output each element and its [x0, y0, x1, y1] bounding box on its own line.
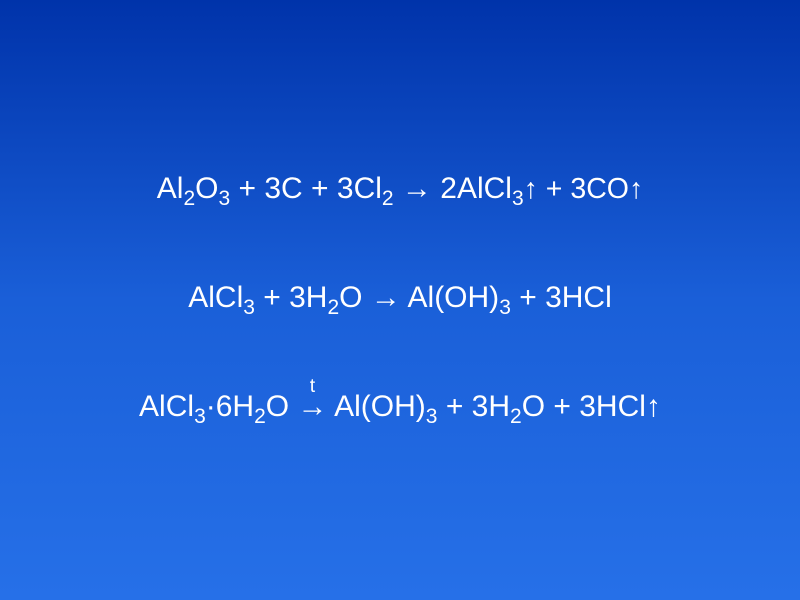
- eq3-p5: + 3H: [437, 390, 510, 423]
- eq1-p4: → 2AlCl: [394, 172, 512, 205]
- equation-1: Al2O3 + 3C + 3Cl2 → 2AlCl3↑ + 3CO↑: [157, 172, 643, 211]
- eq1-s4: 3: [512, 187, 524, 210]
- eq1-p5: ↑ + 3CO↑: [524, 173, 644, 205]
- eq2-p4: + 3HCl: [511, 281, 612, 314]
- eq1-s2: 3: [218, 187, 230, 210]
- eq2-p2: + 3H: [255, 281, 328, 314]
- eq3-arrow-wrap: t→: [297, 390, 327, 424]
- equation-3: AlCl3·6H2O t→ Al(OH)3 + 3H2O + 3HCl↑: [139, 390, 661, 429]
- eq3-s1: 3: [194, 405, 206, 428]
- eq3-s4: 2: [510, 405, 522, 428]
- eq3-p2: ·6H: [206, 390, 254, 423]
- eq1-s1: 2: [183, 187, 195, 210]
- eq3-p4: Al(OH): [327, 390, 425, 423]
- eq1-p1: Al: [157, 172, 184, 205]
- eq1-s3: 2: [382, 187, 394, 210]
- eq3-p3: O: [266, 390, 298, 423]
- eq2-p3: O → Al(OH): [339, 281, 499, 314]
- eq2-s2: 2: [327, 296, 339, 319]
- eq2-s3: 3: [499, 296, 511, 319]
- eq3-s2: 2: [254, 405, 266, 428]
- eq2-p1: AlCl: [188, 281, 243, 314]
- eq3-p1: AlCl: [139, 390, 194, 423]
- eq3-condition: t: [310, 375, 315, 398]
- eq3-p6: O + 3HCl↑: [522, 390, 661, 423]
- equation-2: AlCl3 + 3H2O → Al(OH)3 + 3HCl: [188, 281, 612, 320]
- eq2-s1: 3: [243, 296, 255, 319]
- eq3-s3: 3: [426, 405, 438, 428]
- eq1-p3: + 3C + 3Cl: [230, 172, 382, 205]
- eq1-p2: O: [195, 172, 218, 205]
